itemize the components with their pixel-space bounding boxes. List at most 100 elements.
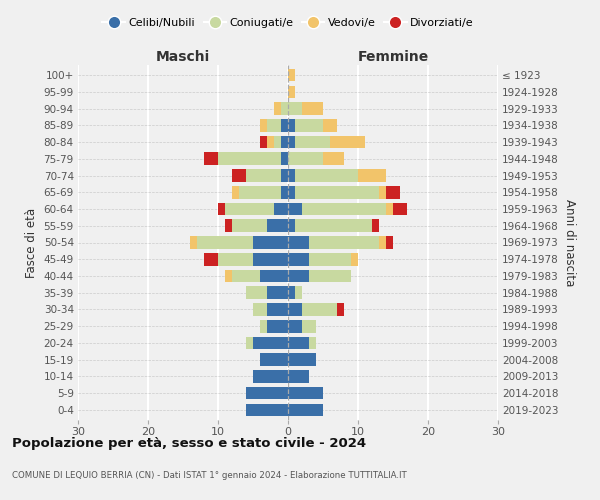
Bar xyxy=(309,253,351,266)
Bar xyxy=(225,220,232,232)
Bar xyxy=(288,186,295,198)
Text: Maschi: Maschi xyxy=(156,50,210,64)
Bar xyxy=(267,119,281,132)
Bar xyxy=(288,286,295,299)
Bar xyxy=(288,202,302,215)
Bar xyxy=(281,102,288,115)
Bar xyxy=(239,186,281,198)
Bar xyxy=(309,236,379,249)
Bar xyxy=(288,303,302,316)
Bar xyxy=(253,336,288,349)
Bar xyxy=(267,136,274,148)
Bar xyxy=(288,152,323,165)
Y-axis label: Fasce di età: Fasce di età xyxy=(25,208,38,278)
Bar xyxy=(260,270,288,282)
Bar xyxy=(281,119,288,132)
Bar xyxy=(295,186,379,198)
Bar xyxy=(288,86,295,98)
Bar xyxy=(295,136,330,148)
Bar xyxy=(253,253,288,266)
Bar xyxy=(323,119,337,132)
Bar xyxy=(288,136,295,148)
Bar xyxy=(288,102,302,115)
Bar xyxy=(246,336,253,349)
Bar xyxy=(218,253,253,266)
Bar xyxy=(288,336,309,349)
Bar xyxy=(288,169,295,182)
Bar xyxy=(288,354,316,366)
Bar xyxy=(246,169,281,182)
Bar xyxy=(386,202,393,215)
Bar xyxy=(267,320,288,332)
Bar xyxy=(246,387,288,400)
Bar xyxy=(358,169,386,182)
Bar xyxy=(288,320,302,332)
Bar xyxy=(204,253,218,266)
Bar xyxy=(288,270,309,282)
Text: Popolazione per età, sesso e stato civile - 2024: Popolazione per età, sesso e stato civil… xyxy=(12,438,366,450)
Bar xyxy=(295,169,358,182)
Bar xyxy=(288,236,309,249)
Bar xyxy=(260,354,288,366)
Bar xyxy=(288,69,295,82)
Bar xyxy=(288,370,309,382)
Bar xyxy=(253,370,288,382)
Bar xyxy=(232,169,246,182)
Bar xyxy=(232,270,260,282)
Bar xyxy=(267,220,288,232)
Bar xyxy=(218,202,225,215)
Bar xyxy=(260,136,267,148)
Bar xyxy=(274,136,281,148)
Bar xyxy=(337,303,344,316)
Bar xyxy=(260,320,267,332)
Bar xyxy=(302,320,316,332)
Bar xyxy=(267,303,288,316)
Bar xyxy=(330,136,365,148)
Bar xyxy=(267,286,288,299)
Bar xyxy=(225,270,232,282)
Bar xyxy=(281,152,288,165)
Bar xyxy=(260,119,267,132)
Bar xyxy=(309,336,316,349)
Bar xyxy=(393,202,407,215)
Bar xyxy=(232,186,239,198)
Bar xyxy=(323,152,344,165)
Bar xyxy=(379,186,386,198)
Bar xyxy=(246,404,288,416)
Bar xyxy=(281,186,288,198)
Bar xyxy=(302,102,323,115)
Bar xyxy=(274,102,281,115)
Bar xyxy=(386,186,400,198)
Bar xyxy=(281,136,288,148)
Bar xyxy=(288,119,295,132)
Bar xyxy=(288,387,323,400)
Bar xyxy=(225,202,274,215)
Bar xyxy=(253,236,288,249)
Bar xyxy=(246,286,267,299)
Bar xyxy=(309,270,351,282)
Bar xyxy=(386,236,393,249)
Bar xyxy=(232,220,267,232)
Bar xyxy=(379,236,386,249)
Bar xyxy=(197,236,253,249)
Y-axis label: Anni di nascita: Anni di nascita xyxy=(563,199,575,286)
Bar xyxy=(288,220,295,232)
Text: COMUNE DI LEQUIO BERRIA (CN) - Dati ISTAT 1° gennaio 2024 - Elaborazione TUTTITA: COMUNE DI LEQUIO BERRIA (CN) - Dati ISTA… xyxy=(12,470,407,480)
Bar xyxy=(351,253,358,266)
Bar xyxy=(204,152,218,165)
Bar xyxy=(274,202,288,215)
Bar xyxy=(302,303,337,316)
Bar xyxy=(302,202,386,215)
Bar xyxy=(372,220,379,232)
Bar xyxy=(295,286,302,299)
Bar xyxy=(190,236,197,249)
Legend: Celibi/Nubili, Coniugati/e, Vedovi/e, Divorziati/e: Celibi/Nubili, Coniugati/e, Vedovi/e, Di… xyxy=(100,16,476,30)
Bar xyxy=(253,303,267,316)
Bar xyxy=(288,253,309,266)
Bar xyxy=(281,169,288,182)
Text: Femmine: Femmine xyxy=(358,50,428,64)
Bar xyxy=(295,119,323,132)
Bar xyxy=(288,404,323,416)
Bar xyxy=(218,152,281,165)
Bar xyxy=(295,220,372,232)
